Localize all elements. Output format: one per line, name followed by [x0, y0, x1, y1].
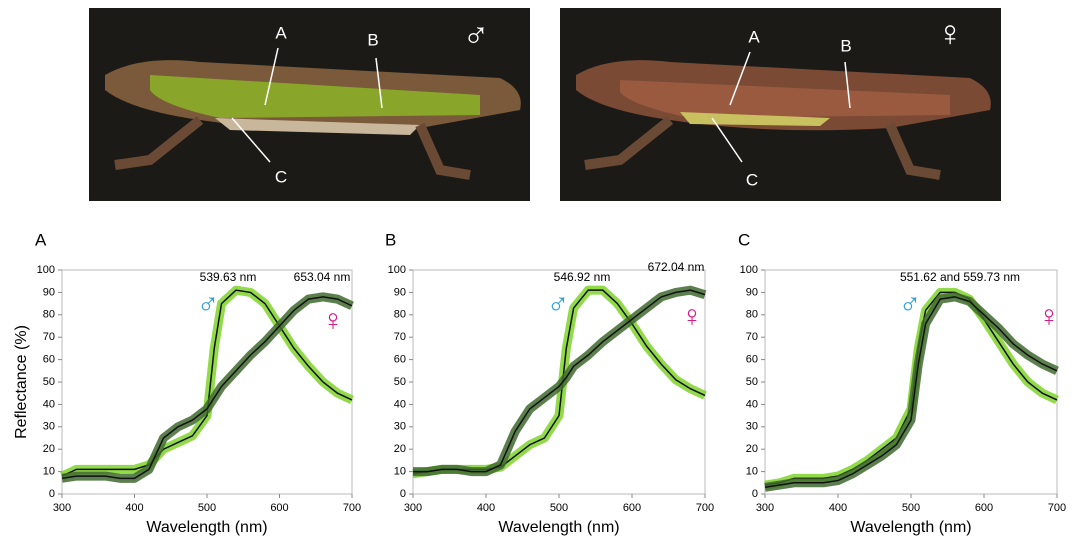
photo-male — [89, 8, 530, 201]
y-tick-label: 70 — [746, 331, 758, 343]
y-tick-label: 90 — [394, 286, 406, 298]
y-tick-label: 10 — [746, 466, 758, 478]
photo-label: A — [748, 27, 760, 46]
x-axis-label: Wavelength (nm) — [850, 519, 971, 536]
y-tick-label: 50 — [746, 376, 758, 388]
legend-symbol: ♀ — [1038, 300, 1061, 333]
series-line — [61, 296, 353, 480]
panel-label: C — [738, 230, 750, 249]
legend-symbol: ♂ — [197, 287, 220, 320]
photo-label: A — [275, 23, 287, 42]
y-tick-label: 10 — [394, 466, 406, 478]
y-tick-label: 0 — [752, 488, 758, 500]
y-tick-label: 10 — [43, 466, 55, 478]
legend-symbol: ♀ — [322, 304, 345, 337]
y-tick-label: 50 — [394, 376, 406, 388]
legend-symbol: ♀ — [681, 300, 704, 333]
y-tick-label: 90 — [43, 286, 55, 298]
y-tick-label: 40 — [43, 398, 55, 410]
series-line — [413, 289, 706, 473]
y-tick-label: 40 — [394, 398, 406, 410]
y-tick-label: 90 — [746, 286, 758, 298]
x-tick-label: 700 — [696, 502, 714, 514]
x-tick-label: 700 — [343, 502, 361, 514]
y-tick-label: 20 — [43, 443, 55, 455]
y-tick-label: 60 — [394, 354, 406, 366]
y-tick-label: 80 — [746, 309, 758, 321]
legend-symbol: ♂ — [899, 287, 922, 320]
y-tick-label: 80 — [394, 309, 406, 321]
y-tick-label: 0 — [49, 488, 55, 500]
x-tick-label: 500 — [902, 502, 920, 514]
x-tick-label: 400 — [125, 502, 143, 514]
x-tick-label: 600 — [975, 502, 993, 514]
x-tick-label: 400 — [829, 502, 847, 514]
y-tick-label: 50 — [43, 376, 55, 388]
series-line — [61, 289, 353, 477]
series-band — [764, 292, 1059, 492]
photo-symbol: ♀ — [937, 13, 964, 54]
y-tick-label: 20 — [394, 443, 406, 455]
y-tick-label: 100 — [388, 264, 406, 276]
series-line — [764, 296, 1058, 489]
panel-label: A — [35, 230, 47, 249]
x-axis-label: Wavelength (nm) — [498, 519, 619, 536]
y-tick-label: 60 — [746, 354, 758, 366]
peak-annotation: 653.04 nm — [294, 270, 351, 284]
y-tick-label: 80 — [43, 309, 55, 321]
y-tick-label: 0 — [400, 488, 406, 500]
photo-label: B — [367, 30, 378, 49]
y-tick-label: 100 — [37, 264, 55, 276]
y-tick-label: 70 — [394, 331, 406, 343]
y-tick-label: 60 — [43, 354, 55, 366]
y-axis-label: Reflectance (%) — [13, 325, 30, 439]
photo-label: C — [746, 170, 758, 189]
x-tick-label: 300 — [756, 502, 774, 514]
y-tick-label: 70 — [43, 331, 55, 343]
x-tick-label: 300 — [404, 502, 422, 514]
x-tick-label: 400 — [477, 502, 495, 514]
y-tick-label: 40 — [746, 398, 758, 410]
x-tick-label: 600 — [623, 502, 641, 514]
x-tick-label: 700 — [1048, 502, 1066, 514]
legend-symbol: ♂ — [547, 287, 570, 320]
y-tick-label: 30 — [43, 421, 55, 433]
x-tick-label: 600 — [270, 502, 288, 514]
photo-label: C — [275, 167, 287, 186]
peak-annotation: 546.92 nm — [554, 270, 611, 284]
photo-symbol: ♂ — [463, 15, 490, 56]
x-tick-label: 500 — [198, 502, 216, 514]
peak-annotation: 539.63 nm — [200, 270, 257, 284]
photo-labels: A B C ♂ A B C ♀ — [275, 13, 964, 190]
photo-female — [560, 8, 1001, 201]
y-tick-label: 100 — [740, 264, 758, 276]
x-axis-label: Wavelength (nm) — [146, 519, 267, 536]
x-tick-label: 500 — [550, 502, 568, 514]
panel-label: B — [385, 230, 396, 249]
y-tick-label: 30 — [394, 421, 406, 433]
y-tick-label: 20 — [746, 443, 758, 455]
y-tick-label: 30 — [746, 421, 758, 433]
x-tick-label: 300 — [53, 502, 71, 514]
peak-annotation: 672.04 nm — [648, 260, 705, 274]
peak-annotation: 551.62 and 559.73 nm — [900, 270, 1020, 284]
photo-label: B — [840, 36, 851, 55]
